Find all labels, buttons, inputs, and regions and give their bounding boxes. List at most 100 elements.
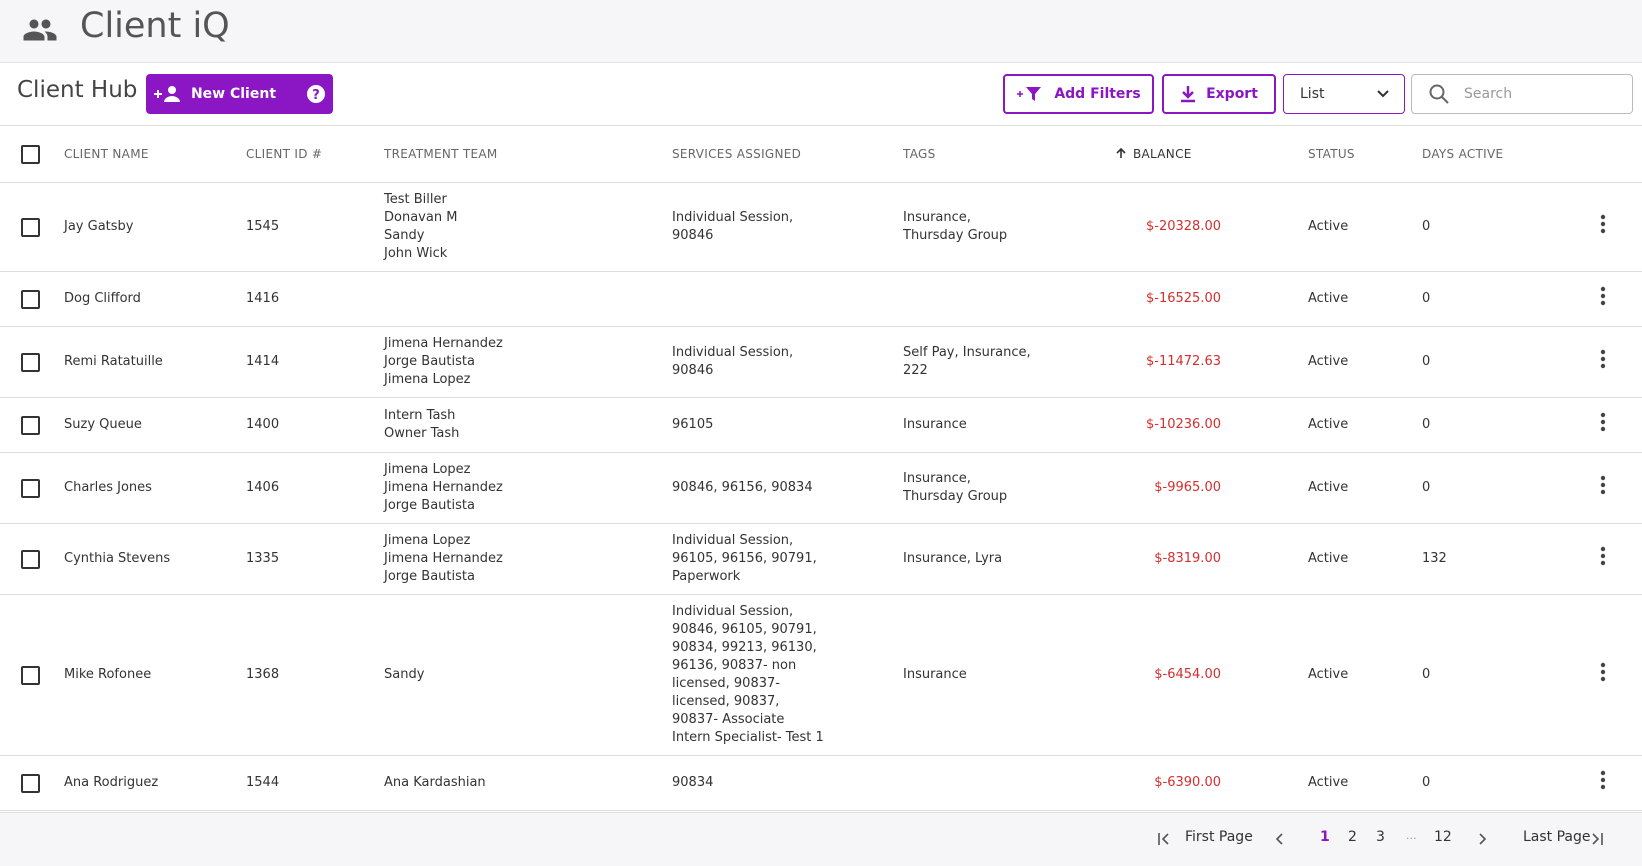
client-row[interactable]: Jay Gatsby 1545 Test Biller Donavan M Sandy J…: [0, 182, 1642, 272]
tags: Insurance: [903, 667, 967, 682]
more-menu[interactable]: [1600, 662, 1606, 682]
column-header-label: DAYS ACTIVE: [1422, 147, 1504, 161]
column-header[interactable]: SERVICES ASSIGNED: [672, 126, 903, 183]
client-row[interactable]: Ana Rodriguez 1544 Ana Kardashian 90834 $-63…: [0, 755, 1642, 811]
help-icon[interactable]: ?: [306, 84, 326, 104]
page-number[interactable]: 1: [1320, 829, 1330, 845]
checkbox[interactable]: [21, 549, 40, 569]
column-header[interactable]: TREATMENT TEAM: [384, 126, 672, 183]
checkbox[interactable]: [21, 478, 40, 498]
more-menu[interactable]: [1600, 286, 1606, 306]
treatment-team: Jimena Hernandez Jorge Bautista Jimena Lop…: [384, 326, 672, 398]
column-header-label: SERVICES ASSIGNED: [672, 147, 802, 161]
page-number[interactable]: 2: [1348, 829, 1357, 845]
client-row[interactable]: Dog Clifford 1416 $-16525.00 Active 0: [0, 271, 1642, 327]
checkbox[interactable]: [21, 289, 40, 309]
client-id: 1544: [246, 755, 384, 811]
last-page-icon[interactable]: [1590, 832, 1604, 846]
column-header-label: STATUS: [1308, 147, 1355, 161]
more-menu[interactable]: [1600, 770, 1606, 790]
actions-cell: [1564, 326, 1642, 398]
checkbox[interactable]: [21, 217, 40, 237]
page-number[interactable]: 12: [1434, 829, 1452, 845]
services: Individual Session, 90846: [672, 345, 794, 378]
team-member: Sandy: [384, 667, 425, 682]
client-name: Ana Rodriguez: [50, 755, 246, 811]
days-active: 0: [1408, 271, 1564, 327]
app-header: Client iQ: [0, 0, 1642, 63]
checkbox[interactable]: [21, 415, 40, 435]
header-row: CLIENT NAME CLIENT ID # TREATMENT TEAM SERV…: [0, 126, 1642, 183]
column-header[interactable]: CLIENT ID #: [246, 126, 384, 183]
services-cell: 90846, 96156, 90834: [672, 452, 903, 524]
days-active: 0: [1408, 397, 1564, 453]
hub-title: Client Hub: [17, 77, 138, 103]
next-page-icon[interactable]: [1477, 832, 1487, 846]
balance: $-9965.00: [1100, 452, 1294, 524]
team-member: John Wick: [384, 246, 448, 261]
team-member: Jimena Hernandez: [384, 336, 503, 351]
column-header[interactable]: BALANCE: [1100, 126, 1294, 183]
client-id: 1416: [246, 271, 384, 327]
last-page[interactable]: Last Page: [1523, 829, 1591, 845]
team-member: Intern Tash: [384, 408, 456, 423]
checkbox[interactable]: [21, 144, 40, 164]
balance: $-11472.63: [1100, 326, 1294, 398]
view-select[interactable]: List: [1283, 74, 1405, 114]
client-row[interactable]: Suzy Queue 1400 Intern Tash Owner Tash 96105…: [0, 397, 1642, 453]
treatment-team: Sandy: [384, 594, 672, 756]
view-label: List: [1300, 86, 1325, 102]
client-id: 1335: [246, 523, 384, 595]
prev-page-icon[interactable]: [1275, 832, 1285, 846]
client-row[interactable]: Remi Ratatuille 1414 Jimena Hernandez Jorge…: [0, 326, 1642, 398]
column-header-label: CLIENT NAME: [64, 147, 149, 161]
client-name: Remi Ratatuille: [50, 326, 246, 398]
status: Active: [1294, 594, 1408, 756]
select-cell: [0, 594, 50, 756]
more-menu[interactable]: [1600, 475, 1606, 495]
client-id: 1414: [246, 326, 384, 398]
actions-cell: [1564, 271, 1642, 327]
page-number[interactable]: 3: [1376, 829, 1385, 845]
team-member: Jorge Bautista: [384, 498, 475, 513]
team-member: Jorge Bautista: [384, 354, 475, 369]
actions-cell: [1564, 523, 1642, 595]
balance: $-16525.00: [1100, 271, 1294, 327]
new-client-label: New Client: [190, 86, 277, 102]
column-header[interactable]: TAGS: [903, 126, 1100, 183]
checkbox[interactable]: [21, 665, 40, 685]
treatment-team: Test Biller Donavan M Sandy John Wick: [384, 182, 672, 272]
client-table: CLIENT NAME CLIENT ID # TREATMENT TEAM SERV…: [0, 126, 1642, 824]
new-client-button[interactable]: New Client ?: [146, 74, 333, 114]
export-button[interactable]: Export: [1162, 74, 1276, 114]
services-cell: 90834: [672, 755, 903, 811]
team-member: Jimena Hernandez: [384, 551, 503, 566]
team-member: Jimena Hernandez: [384, 480, 503, 495]
actions-cell: [1564, 755, 1642, 811]
checkbox[interactable]: [21, 352, 40, 372]
days-active: 0: [1408, 594, 1564, 756]
client-row[interactable]: Charles Jones 1406 Jimena Lopez Jimena Hern…: [0, 452, 1642, 524]
column-header[interactable]: DAYS ACTIVE: [1408, 126, 1564, 183]
client-name: Charles Jones: [50, 452, 246, 524]
client-row[interactable]: Cynthia Stevens 1335 Jimena Lopez Jimena He…: [0, 523, 1642, 595]
checkbox[interactable]: [21, 773, 40, 793]
more-menu[interactable]: [1600, 214, 1606, 234]
more-menu[interactable]: [1600, 546, 1606, 566]
more-menu[interactable]: [1600, 412, 1606, 432]
column-header[interactable]: STATUS: [1294, 126, 1408, 183]
first-page[interactable]: First Page: [1185, 829, 1253, 845]
add-filters-button[interactable]: Add Filters: [1003, 74, 1154, 114]
more-menu[interactable]: [1600, 349, 1606, 369]
first-page-icon[interactable]: [1157, 832, 1171, 846]
search-input[interactable]: Search: [1411, 74, 1633, 114]
team-member: Donavan M: [384, 210, 458, 225]
treatment-team: Ana Kardashian: [384, 755, 672, 811]
treatment-team: Jimena Lopez Jimena Hernandez Jorge Bautis…: [384, 452, 672, 524]
balance: $-6454.00: [1100, 594, 1294, 756]
client-row[interactable]: Mike Rofonee 1368 Sandy Individual Session,…: [0, 594, 1642, 756]
app-title: Client iQ: [80, 6, 230, 46]
balance: $-6390.00: [1100, 755, 1294, 811]
column-header[interactable]: CLIENT NAME: [50, 126, 246, 183]
